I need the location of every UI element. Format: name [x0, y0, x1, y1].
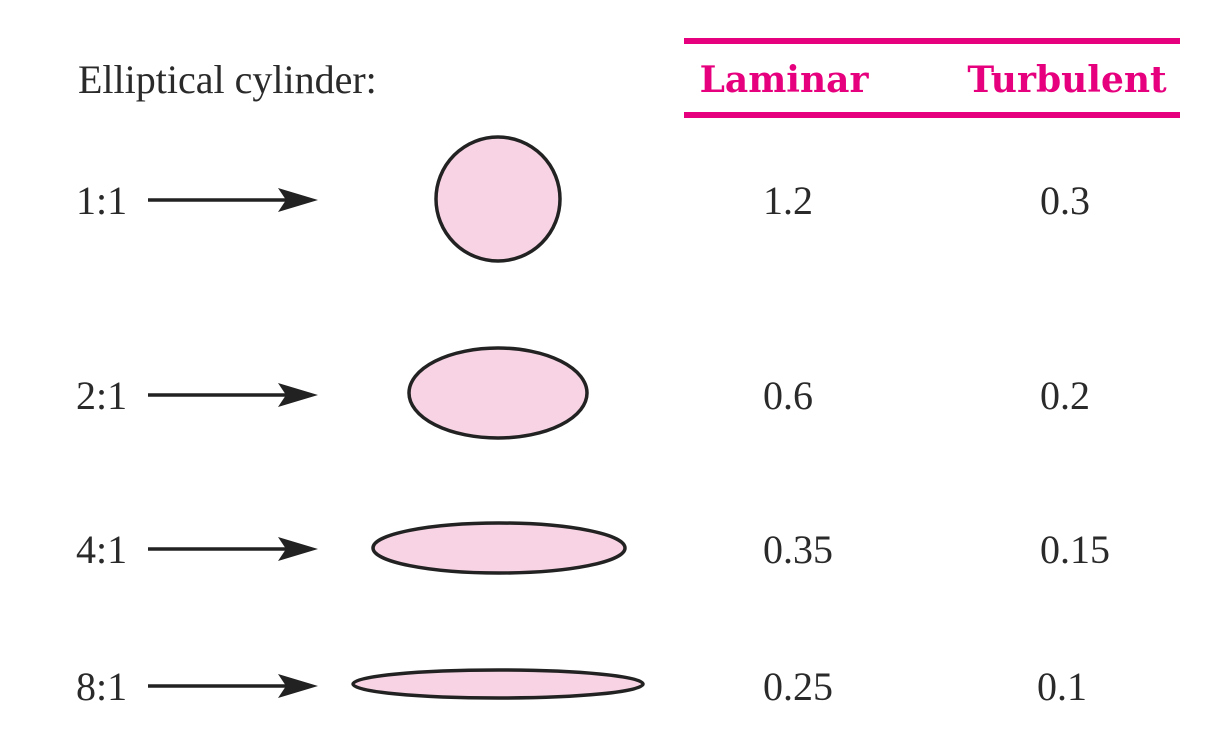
- turbulent-value: 0.15: [1040, 527, 1110, 572]
- column-header-turbulent: Turbulent: [967, 59, 1167, 101]
- ratio-label: 2:1: [76, 373, 127, 418]
- ratio-label: 4:1: [76, 527, 127, 572]
- ratio-label: 8:1: [76, 664, 127, 709]
- table-row: 4:1 0.35 0.15: [76, 521, 1110, 575]
- flow-arrow-icon: [148, 383, 318, 407]
- column-header-laminar: Laminar: [700, 59, 870, 101]
- cylinder-cross-section: [434, 135, 562, 263]
- laminar-value: 0.6: [763, 373, 813, 418]
- flow-arrow-icon: [148, 537, 318, 561]
- table-row: 8:1 0.25 0.1: [76, 664, 1087, 709]
- laminar-value: 0.25: [763, 664, 833, 709]
- flow-arrow-icon: [148, 188, 318, 212]
- table-row: 1:1 1.2 0.3: [76, 135, 1090, 263]
- table-row: 2:1 0.6 0.2: [76, 346, 1090, 440]
- turbulent-value: 0.3: [1040, 178, 1090, 223]
- laminar-value: 1.2: [763, 178, 813, 223]
- ratio-label: 1:1: [76, 178, 127, 223]
- laminar-value: 0.35: [763, 527, 833, 572]
- cylinder-cross-section: [371, 521, 627, 575]
- cylinder-cross-section: [351, 668, 645, 700]
- diagram-title: Elliptical cylinder:: [78, 57, 377, 102]
- cylinder-cross-section: [407, 346, 589, 440]
- turbulent-value: 0.2: [1040, 373, 1090, 418]
- flow-arrow-icon: [148, 674, 318, 698]
- turbulent-value: 0.1: [1037, 664, 1087, 709]
